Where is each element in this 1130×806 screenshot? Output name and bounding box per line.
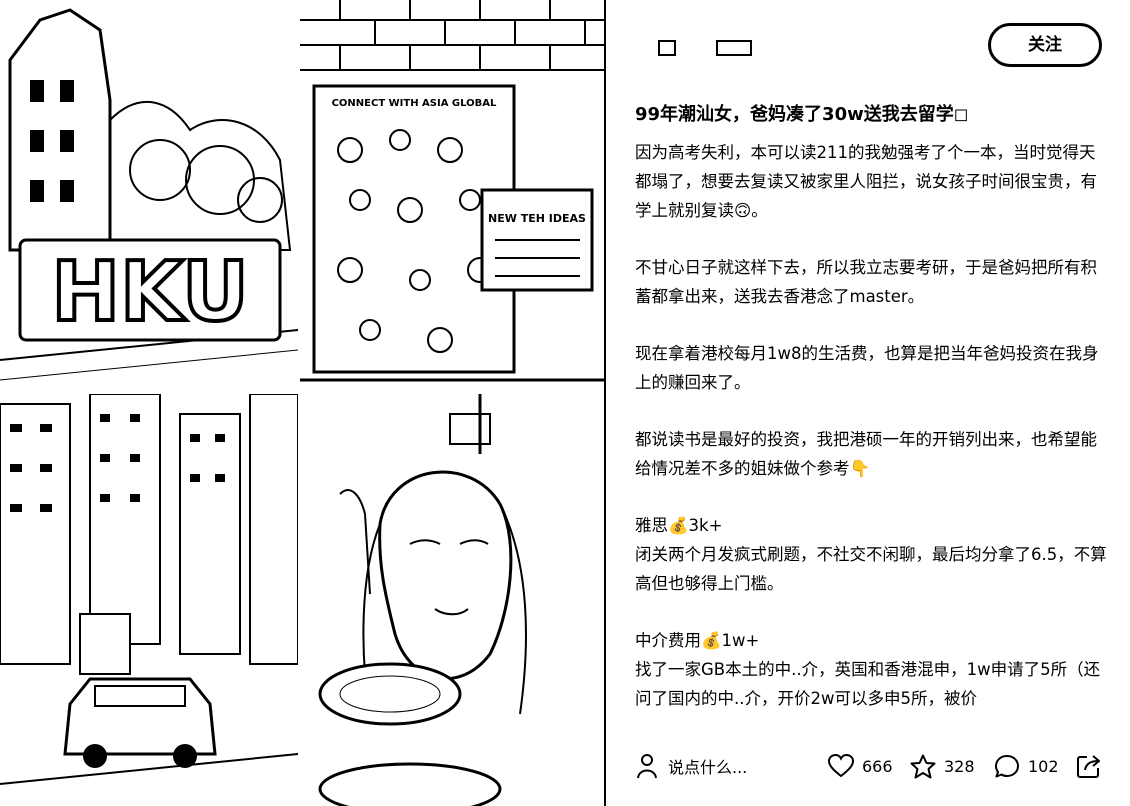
follow-button[interactable]: 关注 <box>988 23 1102 67</box>
poster-side-heading: NEW TEH IDEAS <box>488 212 586 225</box>
selfie-food-illustration <box>300 394 604 806</box>
post-paragraph-6: 中介费用💰1w+ 找了一家GB本土的中..介，英国和香港混申，1w申请了5所（还… <box>635 631 1101 708</box>
post-paragraph-3: 现在拿着港校每月1w8的生活费，也算是把当年爸妈投资在我身上的赚回来了。 <box>635 344 1099 392</box>
heart-icon <box>828 754 854 778</box>
share-button[interactable] <box>1076 750 1102 782</box>
like-button[interactable]: 666 <box>828 750 893 782</box>
post-paragraph-2: 不甘心日子就这样下去，所以我立志要考研，于是爸妈把所有积蓄都拿出来，送我去香港念… <box>635 258 1097 306</box>
post-title: 99年潮汕女，爸妈凑了30w送我去留学◻ <box>635 104 969 125</box>
author-avatar-icon[interactable] <box>658 40 676 56</box>
star-icon <box>910 754 936 778</box>
hku-building-illustration: HKU <box>0 0 298 392</box>
collect-button[interactable]: 328 <box>910 750 975 782</box>
author-name-icon[interactable] <box>716 40 752 56</box>
like-count: 666 <box>862 756 893 776</box>
poster-wall-illustration: CONNECT WITH ASIA GLOBAL NEW TEH IDEAS <box>300 0 604 392</box>
post-paragraph-4: 都说读书是最好的投资，我把港硕一年的开销列出来，也希望能给情况差不多的姐妹做个参… <box>635 430 1097 478</box>
user-avatar-icon <box>637 754 657 779</box>
collage-photo-hk-street <box>0 394 298 806</box>
comment-count: 102 <box>1028 756 1059 776</box>
collect-count: 328 <box>944 756 975 776</box>
post-header: 关注 <box>606 0 1130 92</box>
collage-photo-hku-building: HKU <box>0 0 298 392</box>
collage-photo-poster-wall: CONNECT WITH ASIA GLOBAL NEW TEH IDEAS <box>300 0 604 392</box>
post-content: 99年潮汕女，爸妈凑了30w送我去留学◻ 因为高考失利，本可以读211的我勉强考… <box>635 102 1107 724</box>
hk-street-illustration <box>0 394 298 806</box>
post-paragraph-1: 因为高考失利，本可以读211的我勉强考了个一本，当时觉得天都塌了，想要去复读又被… <box>635 143 1097 220</box>
post-detail-panel: 关注 99年潮汕女，爸妈凑了30w送我去留学◻ 因为高考失利，本可以读211的我… <box>606 0 1130 806</box>
post-action-bar: 说点什么... 666 328 102 <box>606 736 1130 796</box>
collage-photo-selfie-food <box>300 394 604 806</box>
comment-button[interactable]: 102 <box>994 750 1059 782</box>
comment-placeholder: 说点什么... <box>668 758 748 777</box>
hku-sign-text: HKU <box>51 245 248 340</box>
share-icon <box>1077 755 1100 778</box>
poster-heading: CONNECT WITH ASIA GLOBAL <box>332 98 497 109</box>
chat-bubble-icon <box>995 754 1019 777</box>
comment-input[interactable]: 说点什么... <box>636 750 806 782</box>
post-image-collage[interactable]: HKU CONNECT WITH ASIA GLOBAL <box>0 0 606 806</box>
post-paragraph-5: 雅思💰3k+ 闭关两个月发疯式刷题，不社交不闲聊，最后均分拿了6.5，不算高但也… <box>635 516 1107 593</box>
